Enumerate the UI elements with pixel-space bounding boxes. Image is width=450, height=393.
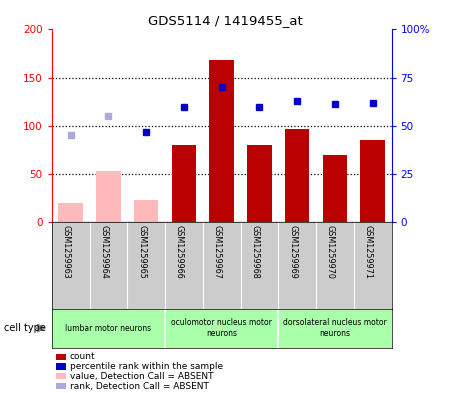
Text: GSM1259963: GSM1259963 bbox=[62, 225, 71, 278]
Bar bbox=[360, 140, 385, 222]
Text: GSM1259964: GSM1259964 bbox=[99, 225, 108, 278]
Bar bbox=[285, 129, 310, 222]
Text: GSM1259971: GSM1259971 bbox=[364, 225, 373, 279]
Text: GSM1259965: GSM1259965 bbox=[137, 225, 146, 279]
Text: count: count bbox=[70, 352, 95, 361]
Bar bbox=[323, 154, 347, 222]
Bar bbox=[247, 145, 272, 222]
Text: lumbar motor neurons: lumbar motor neurons bbox=[65, 324, 152, 332]
Bar bbox=[58, 203, 83, 222]
Text: percentile rank within the sample: percentile rank within the sample bbox=[70, 362, 223, 371]
Text: rank, Detection Call = ABSENT: rank, Detection Call = ABSENT bbox=[70, 382, 209, 391]
Bar bbox=[171, 145, 196, 222]
Text: cell type: cell type bbox=[4, 323, 46, 333]
Bar bbox=[134, 200, 158, 222]
Text: value, Detection Call = ABSENT: value, Detection Call = ABSENT bbox=[70, 372, 213, 381]
Text: GSM1259969: GSM1259969 bbox=[288, 225, 297, 279]
Bar bbox=[96, 171, 121, 222]
Text: GSM1259966: GSM1259966 bbox=[175, 225, 184, 278]
Text: GDS5114 / 1419455_at: GDS5114 / 1419455_at bbox=[148, 14, 302, 27]
Text: dorsolateral nucleus motor
neurons: dorsolateral nucleus motor neurons bbox=[283, 318, 387, 338]
Text: GSM1259970: GSM1259970 bbox=[326, 225, 335, 279]
Text: GSM1259967: GSM1259967 bbox=[212, 225, 221, 279]
Text: GSM1259968: GSM1259968 bbox=[250, 225, 259, 278]
Bar bbox=[209, 60, 234, 222]
Text: oculomotor nucleus motor
neurons: oculomotor nucleus motor neurons bbox=[171, 318, 272, 338]
